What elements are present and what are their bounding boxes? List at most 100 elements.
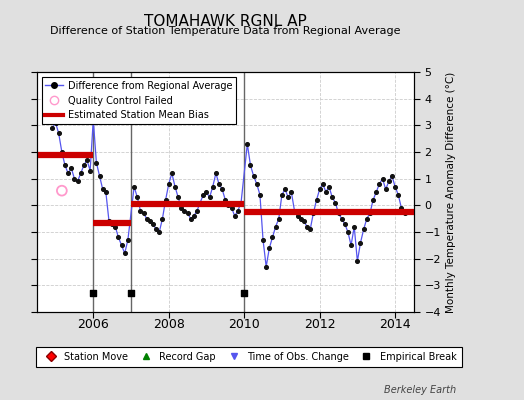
Point: [205, 194, 214, 200]
Text: 2010: 2010: [228, 318, 260, 332]
Point: [196, 200, 204, 206]
Point: [174, 194, 182, 200]
Point: [271, 224, 280, 230]
Point: [325, 184, 333, 190]
Point: [187, 216, 195, 222]
Y-axis label: Monthly Temperature Anomaly Difference (°C): Monthly Temperature Anomaly Difference (…: [446, 71, 456, 313]
Point: [240, 290, 248, 296]
Point: [108, 221, 116, 227]
Point: [315, 186, 324, 192]
Text: TOMAHAWK RGNL AP: TOMAHAWK RGNL AP: [144, 14, 307, 29]
Point: [334, 210, 343, 216]
Point: [86, 168, 94, 174]
Point: [117, 242, 126, 248]
Point: [70, 176, 79, 182]
Text: Difference of Station Temperature Data from Regional Average: Difference of Station Temperature Data f…: [50, 26, 400, 36]
Point: [161, 197, 170, 203]
Point: [152, 226, 160, 232]
Point: [127, 290, 135, 296]
Point: [312, 197, 321, 203]
Text: 2014: 2014: [379, 318, 411, 332]
Point: [256, 192, 264, 198]
Point: [319, 181, 327, 187]
Point: [83, 157, 91, 163]
Point: [328, 194, 336, 200]
Point: [268, 234, 277, 240]
Point: [102, 189, 110, 195]
Point: [92, 160, 101, 166]
Point: [400, 210, 409, 216]
Point: [105, 218, 113, 224]
Text: 2008: 2008: [153, 318, 184, 332]
Point: [385, 178, 393, 184]
Point: [397, 205, 406, 211]
Point: [227, 205, 236, 211]
Point: [331, 200, 340, 206]
Point: [234, 208, 242, 214]
Point: [212, 170, 220, 176]
Point: [309, 210, 318, 216]
Point: [253, 181, 261, 187]
Point: [375, 181, 384, 187]
Point: [58, 149, 66, 155]
Legend: Station Move, Record Gap, Time of Obs. Change, Empirical Break: Station Move, Record Gap, Time of Obs. C…: [36, 347, 462, 366]
Point: [284, 194, 292, 200]
Point: [394, 192, 402, 198]
Point: [146, 218, 154, 224]
Point: [136, 208, 145, 214]
Point: [168, 170, 176, 176]
Point: [215, 181, 223, 187]
Point: [58, 188, 66, 194]
Point: [183, 210, 192, 216]
Point: [149, 221, 157, 227]
Point: [54, 130, 63, 136]
Point: [80, 162, 88, 168]
Point: [155, 229, 163, 235]
Point: [121, 250, 129, 256]
Point: [246, 162, 255, 168]
Point: [366, 210, 374, 216]
Point: [262, 264, 270, 270]
Point: [67, 165, 75, 171]
Point: [293, 213, 302, 219]
Point: [218, 186, 226, 192]
Point: [388, 173, 396, 179]
Point: [224, 202, 233, 208]
Point: [165, 181, 173, 187]
Point: [177, 205, 185, 211]
Point: [171, 184, 179, 190]
Point: [133, 194, 141, 200]
Point: [231, 213, 239, 219]
Point: [237, 200, 245, 206]
Point: [378, 176, 387, 182]
Point: [347, 242, 355, 248]
Point: [391, 184, 399, 190]
Point: [243, 141, 252, 147]
Legend: Difference from Regional Average, Quality Control Failed, Estimated Station Mean: Difference from Regional Average, Qualit…: [41, 77, 236, 124]
Text: Berkeley Earth: Berkeley Earth: [384, 385, 456, 395]
Text: 2012: 2012: [304, 318, 335, 332]
Point: [180, 208, 189, 214]
Point: [130, 184, 138, 190]
Point: [190, 213, 198, 219]
Point: [350, 224, 358, 230]
Point: [259, 237, 267, 243]
Point: [221, 197, 230, 203]
Point: [48, 125, 57, 131]
Point: [89, 290, 97, 296]
Point: [89, 117, 97, 123]
Point: [369, 197, 377, 203]
Point: [287, 189, 296, 195]
Point: [322, 189, 330, 195]
Point: [249, 173, 258, 179]
Point: [143, 216, 151, 222]
Point: [275, 216, 283, 222]
Point: [209, 184, 217, 190]
Point: [95, 173, 104, 179]
Point: [281, 186, 289, 192]
Point: [278, 192, 286, 198]
Point: [363, 216, 371, 222]
Point: [99, 186, 107, 192]
Point: [353, 258, 362, 264]
Point: [64, 170, 72, 176]
